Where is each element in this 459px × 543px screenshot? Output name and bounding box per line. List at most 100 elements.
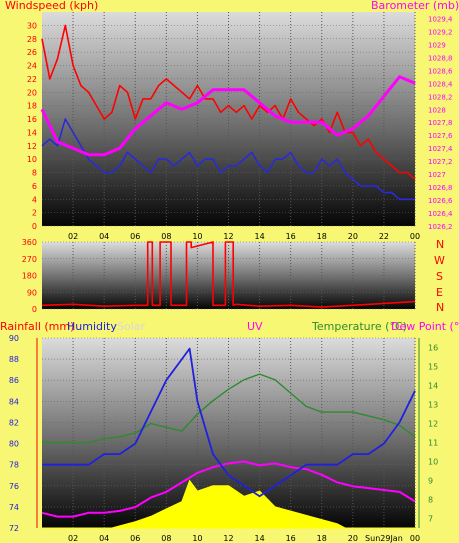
barometer-tick-label: 1027 — [428, 171, 446, 179]
barometer-tick-label: 1028,2 — [428, 93, 453, 101]
humidity-tick-label: 90 — [9, 334, 19, 343]
wind-x-tick-label: 18 — [317, 232, 327, 241]
direction-tick-label: 270 — [22, 255, 37, 264]
wind-x-tick-label: 08 — [161, 232, 171, 241]
uv-header: UV — [247, 320, 263, 333]
temperature-header: Temperature (°C) — [312, 320, 407, 333]
windspeed-tick-label: 14 — [27, 128, 37, 137]
rainfall-header: Rainfall (mm) — [0, 320, 75, 333]
temperature-x-tick-label: 12 — [223, 534, 233, 543]
temperature-tick-label: 14 — [428, 382, 438, 391]
humidity-tick-label: 72 — [9, 524, 19, 533]
wind-x-tick-label: 20 — [348, 232, 358, 241]
temperature-tick-label: 7 — [428, 515, 433, 524]
windspeed-tick-label: 28 — [27, 35, 37, 44]
barometer-tick-label: 1027,8 — [428, 119, 453, 127]
dewpoint-header: Dew Point (°C) — [391, 320, 459, 333]
barometer-tick-label: 1026,8 — [428, 184, 453, 192]
humidity-tick-label: 86 — [9, 376, 19, 385]
wind-x-tick-label: 00 — [410, 232, 420, 241]
direction-tick-label: 0 — [32, 305, 37, 314]
direction-label-e: E — [436, 286, 443, 299]
direction-label-w: W — [434, 254, 445, 267]
direction-label-n-top: N — [436, 238, 445, 251]
humidity-line — [42, 347, 416, 498]
barometer-tick-label: 1026,4 — [428, 210, 453, 218]
wind-x-tick-label: 16 — [286, 232, 296, 241]
temperature-x-tick-label: 04 — [99, 534, 109, 543]
temperature-tick-label: 11 — [428, 439, 438, 448]
temperature-tick-label: 15 — [428, 363, 438, 372]
windspeed-tick-label: 4 — [32, 195, 37, 204]
barometer-line — [40, 75, 416, 157]
temperature-x-tick-label: 02 — [68, 534, 78, 543]
direction-tick-label: 180 — [22, 272, 37, 281]
barometer-tick-label: 1028,6 — [428, 67, 453, 75]
humidity-tick-label: 76 — [9, 482, 19, 491]
wind-x-tick-label: 06 — [130, 232, 140, 241]
temperature-x-tick-label: 06 — [130, 534, 140, 543]
windspeed-tick-label: 24 — [27, 62, 37, 71]
windspeed-tick-label: 8 — [32, 169, 37, 178]
humidity-header: Humidity — [67, 320, 117, 333]
direction-tick-label: 360 — [22, 238, 37, 247]
wind-x-tick-label: 02 — [68, 232, 78, 241]
wind-x-tick-label: 04 — [99, 232, 109, 241]
barometer-tick-label: 1028,8 — [428, 54, 453, 62]
humidity-tick-label: 78 — [9, 461, 19, 470]
temperature-tick-label: 8 — [428, 496, 433, 505]
dewpoint-line — [41, 460, 416, 518]
humidity-tick-label: 84 — [9, 397, 19, 406]
direction-tick-label: 90 — [27, 288, 37, 297]
windspeed-tick-label: 10 — [27, 155, 37, 164]
humidity-tick-label: 80 — [9, 440, 19, 449]
barometer-tick-label: 1028,4 — [428, 80, 453, 88]
wind-direction-line — [41, 241, 416, 308]
humidity-tick-label: 88 — [9, 355, 19, 364]
temperature-x-tick-label: 18 — [317, 534, 327, 543]
windspeed-tick-label: 22 — [27, 75, 37, 84]
solar-area — [42, 479, 415, 529]
windspeed-tick-label: 18 — [27, 102, 37, 111]
wind-x-tick-label: 22 — [379, 232, 389, 241]
barometer-tick-label: 1029 — [428, 41, 446, 49]
windspeed-average-line — [41, 118, 415, 201]
solar-header: Solar — [117, 320, 146, 333]
windspeed-tick-label: 30 — [27, 21, 37, 30]
temperature-tick-label: 10 — [428, 458, 438, 467]
windspeed-tick-label: 20 — [27, 88, 37, 97]
barometer-tick-label: 1026,6 — [428, 197, 453, 205]
temperature-tick-label: 13 — [428, 401, 438, 410]
barometer-tick-label: 1029,4 — [428, 15, 453, 23]
direction-label-n-bottom: N — [436, 301, 445, 314]
windspeed-tick-label: 26 — [27, 48, 37, 57]
barometer-tick-label: 1028 — [428, 106, 446, 114]
temperature-tick-label: 9 — [428, 477, 433, 486]
windspeed-tick-label: 0 — [32, 222, 37, 231]
temperature-tick-label: 12 — [428, 420, 438, 429]
temperature-line — [42, 373, 416, 444]
temperature-x-tick-label: 20 — [348, 534, 358, 543]
windspeed-tick-label: 12 — [27, 142, 37, 151]
humidity-tick-label: 82 — [9, 418, 19, 427]
barometer-tick-label: 1027,6 — [428, 132, 453, 140]
barometer-tick-label: 1027,2 — [428, 158, 453, 166]
wind-x-tick-label: 10 — [192, 232, 202, 241]
wind-x-tick-label: 12 — [223, 232, 233, 241]
direction-label-s: S — [436, 270, 443, 283]
temperature-x-tick-label: 14 — [254, 534, 264, 543]
wind-x-tick-label: 14 — [254, 232, 264, 241]
humidity-tick-label: 74 — [9, 503, 19, 512]
temperature-x-tick-label: 10 — [192, 534, 202, 543]
windspeed-gust-line — [41, 24, 416, 180]
windspeed-tick-label: 16 — [27, 115, 37, 124]
windspeed-tick-label: 2 — [32, 209, 37, 218]
barometer-tick-label: 1027,4 — [428, 145, 453, 153]
temperature-x-tick-label: 16 — [286, 534, 296, 543]
barometer-header: Barometer (mb) — [371, 0, 459, 12]
temperature-x-tick-label: Sun29Jan — [365, 534, 403, 543]
windspeed-header: Windspeed (kph) — [5, 0, 99, 12]
temperature-x-tick-label: 00 — [410, 534, 420, 543]
